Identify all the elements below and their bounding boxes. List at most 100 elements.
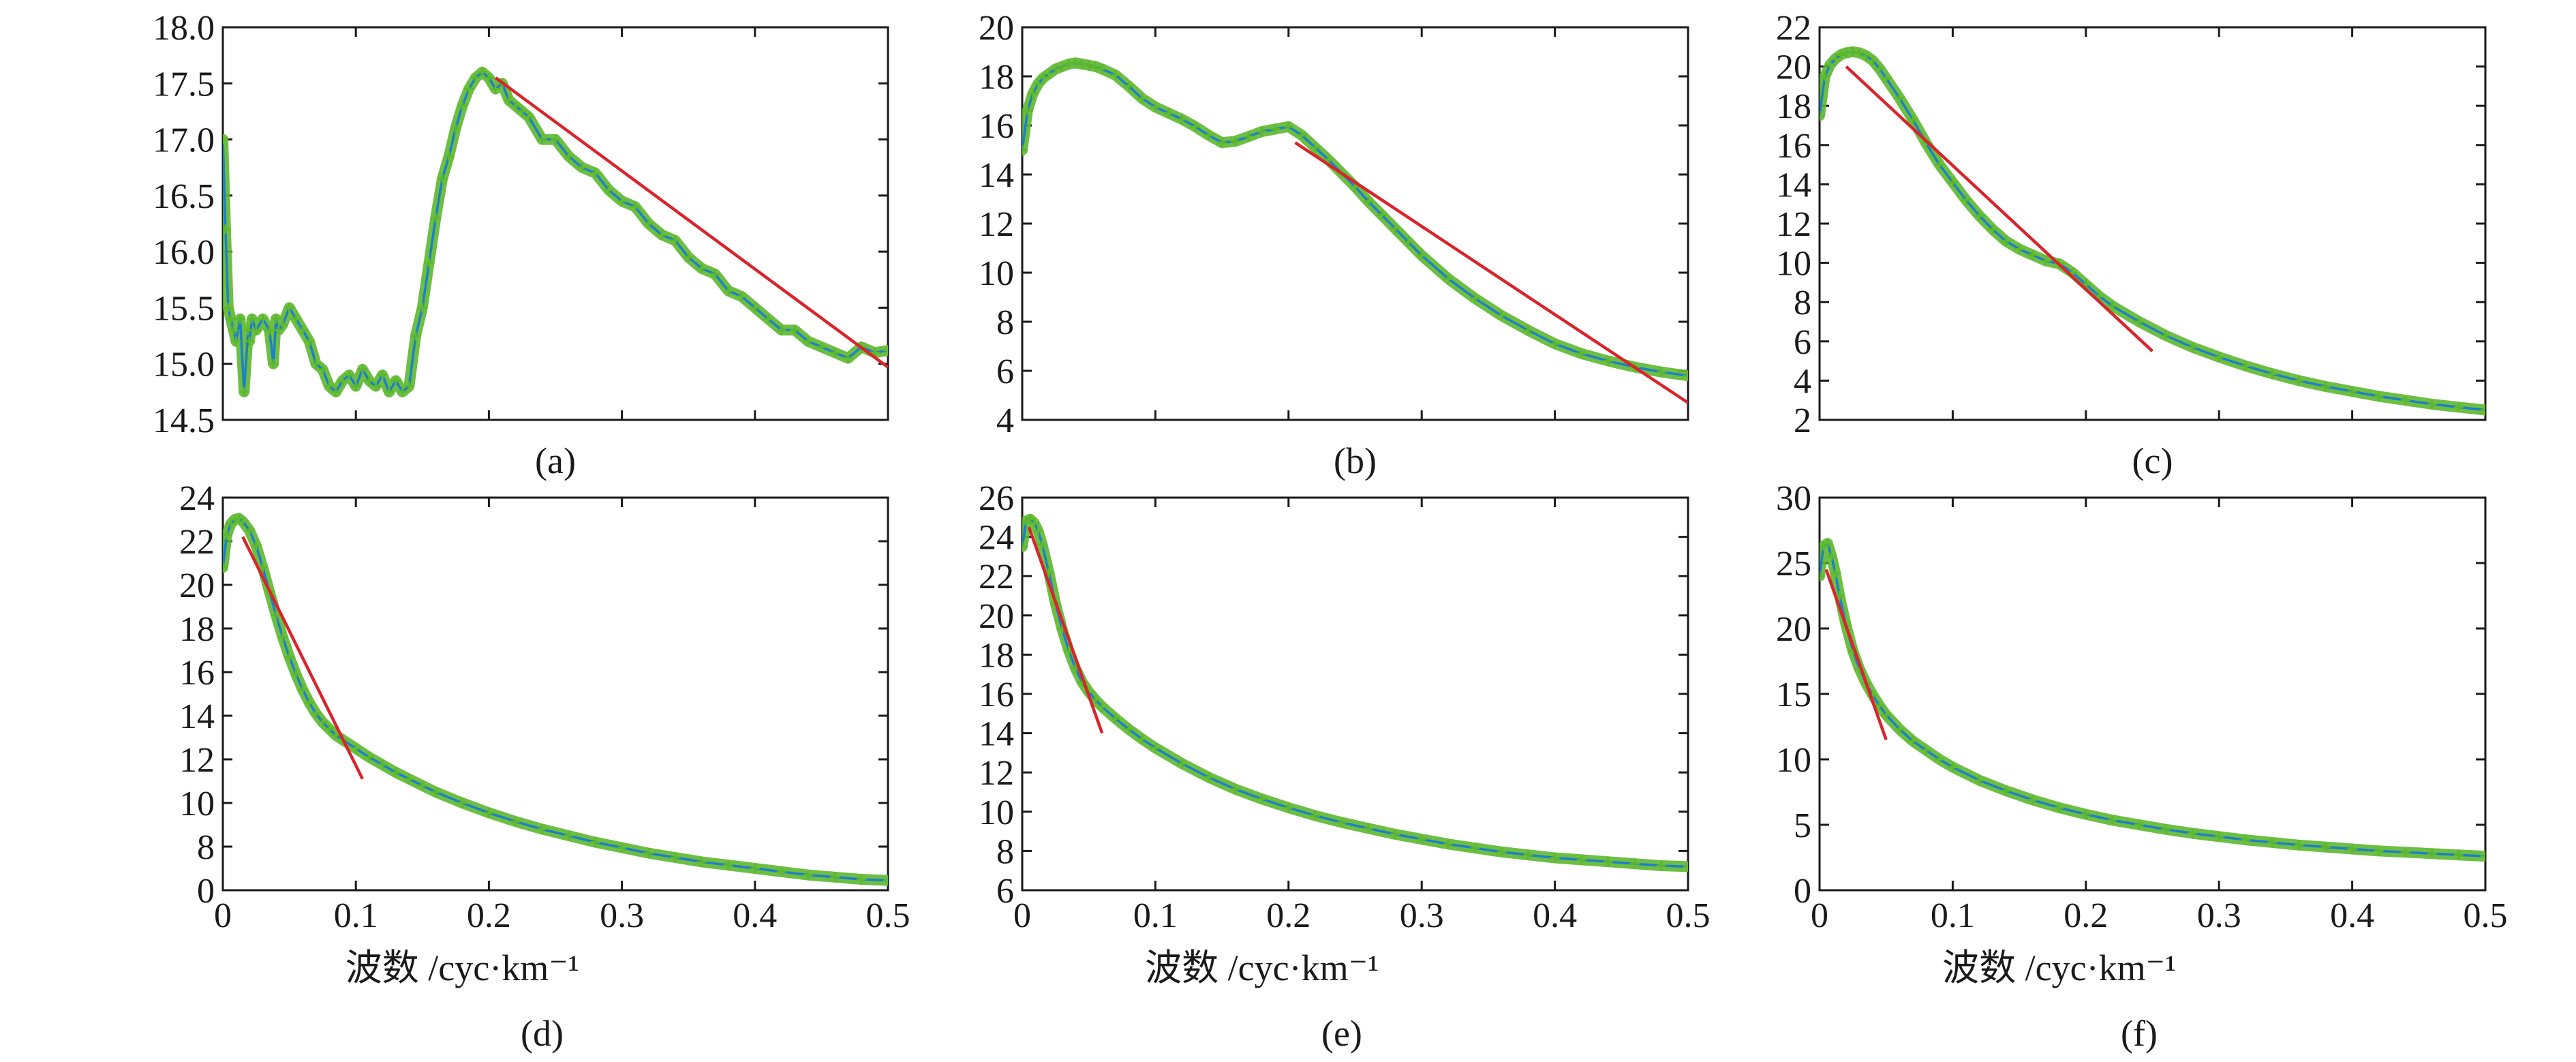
data-point <box>318 717 328 727</box>
fit-line <box>1845 65 2154 352</box>
data-point <box>245 336 255 346</box>
data-point <box>2134 317 2144 327</box>
data-point <box>1443 839 1454 849</box>
data-point <box>2481 405 2485 415</box>
data-point <box>298 325 308 335</box>
y-tick-label: 20 <box>979 597 1014 636</box>
y-tick-label: 16 <box>1776 127 1811 166</box>
y-tick-label: 20 <box>1776 610 1811 649</box>
x-tick-label: 0 <box>1013 896 1031 935</box>
data-point <box>1064 59 1074 69</box>
y-tick-label: 0 <box>1794 872 1811 911</box>
data-point <box>763 314 773 324</box>
data-point <box>2267 369 2278 379</box>
data-point <box>1230 784 1240 794</box>
data-point <box>1110 714 1120 723</box>
data-point <box>829 348 840 358</box>
data-point <box>1656 861 1666 870</box>
data-point <box>2107 815 2117 825</box>
series-marker-band <box>1022 513 1688 873</box>
x-tick-label: 0.2 <box>2064 896 2108 935</box>
x-tick-label: 0.1 <box>334 896 378 935</box>
data-point <box>404 774 414 784</box>
data-point <box>1310 810 1320 821</box>
plot-frame-e <box>1021 496 1689 892</box>
x-tick-label: 0.2 <box>1266 896 1310 935</box>
data-point <box>604 185 614 195</box>
data-point <box>1150 743 1161 753</box>
data-point <box>371 381 381 391</box>
data-point <box>1881 73 1891 83</box>
data-point <box>1874 63 1884 74</box>
data-point <box>1364 823 1374 834</box>
data-point <box>1895 93 1905 103</box>
data-point <box>1417 250 1427 260</box>
data-point <box>523 112 534 122</box>
data-point <box>450 123 461 134</box>
data-point <box>1390 829 1400 839</box>
data-point <box>2294 376 2304 386</box>
y-tick-label: 12 <box>179 741 215 780</box>
data-point <box>696 857 707 867</box>
y-tick-label: 10 <box>979 254 1014 293</box>
y-tick-label: 16 <box>179 654 215 693</box>
x-tick-label: 0.5 <box>866 896 910 935</box>
data-point <box>517 106 527 117</box>
data-point <box>1826 551 1837 562</box>
panel-label: (a) <box>535 440 576 481</box>
data-layer-a <box>223 66 888 397</box>
x-tick-label: 0.4 <box>2330 896 2374 935</box>
data-point <box>2400 395 2410 406</box>
data-layer-e <box>1022 513 1688 873</box>
data-point <box>2188 342 2198 352</box>
panel-label: (e) <box>1321 1013 1362 1054</box>
data-point <box>470 73 480 83</box>
data-point <box>337 376 348 386</box>
x-tick-label: 0 <box>214 896 232 935</box>
data-point <box>1057 61 1067 72</box>
y-tick-label: 2 <box>1794 401 1811 440</box>
data-point <box>258 314 268 324</box>
x-tick-label: 0.5 <box>2464 896 2508 935</box>
data-point <box>223 303 233 313</box>
data-point <box>1022 106 1032 116</box>
data-point <box>2241 835 2251 845</box>
data-point <box>883 345 888 355</box>
data-point <box>417 780 427 791</box>
chart-panel-f: 0 0.1 0.2 0.3 0.4 0.5 0 5 10 15 20 25 30 波数 /cyc·km⁻¹… <box>1776 479 2508 1054</box>
data-point <box>684 252 694 262</box>
data-point <box>351 744 361 753</box>
x-axis-label: 波数 /cyc·km⁻¹ <box>346 947 579 988</box>
series-marker-band <box>1820 538 2485 862</box>
data-point <box>1191 121 1201 132</box>
y-tick-label: 8 <box>996 832 1014 871</box>
data-point <box>1097 64 1107 74</box>
y-tick-label: 4 <box>996 401 1014 440</box>
data-point <box>750 303 760 313</box>
data-point <box>617 196 627 207</box>
data-point <box>390 376 401 386</box>
data-point <box>1244 132 1254 142</box>
data-point <box>1683 862 1688 872</box>
data-point <box>1550 853 1560 863</box>
data-point <box>1297 130 1307 140</box>
data-point <box>1523 325 1533 335</box>
data-point <box>1177 759 1187 769</box>
x-tick-label: 0.3 <box>1400 896 1444 935</box>
y-tick-label: 17.5 <box>153 65 215 104</box>
data-point <box>2001 786 2011 796</box>
x-tick-label: 0.4 <box>733 896 777 935</box>
data-point <box>564 831 574 840</box>
data-point <box>1039 72 1049 82</box>
y-tick-label: 22 <box>1776 9 1811 48</box>
data-point <box>2320 842 2331 852</box>
data-point <box>843 353 853 363</box>
data-point <box>457 101 467 111</box>
data-point <box>1948 177 1958 187</box>
data-point <box>1283 803 1293 813</box>
data-point <box>1177 115 1187 124</box>
data-point <box>1217 138 1227 148</box>
fit-line <box>1294 141 1688 404</box>
data-point <box>1022 542 1027 551</box>
data-point <box>1683 371 1688 381</box>
